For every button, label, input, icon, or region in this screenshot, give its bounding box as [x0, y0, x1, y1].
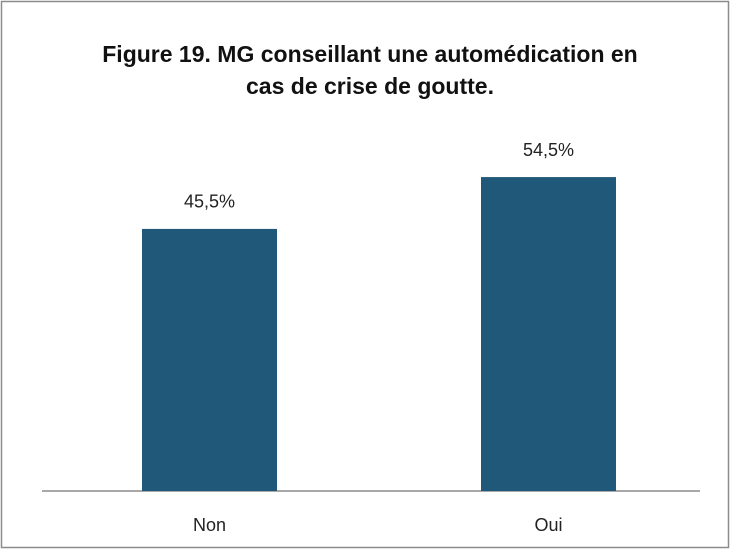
bar	[481, 177, 616, 491]
data-label: 45,5%	[184, 192, 235, 212]
bar	[142, 228, 277, 492]
x-tick-label: Oui	[534, 515, 562, 535]
x-tick-label: Non	[193, 515, 226, 535]
data-label: 54,5%	[523, 140, 574, 160]
chart-title: Figure 19. MG conseillant une automédica…	[102, 41, 638, 99]
